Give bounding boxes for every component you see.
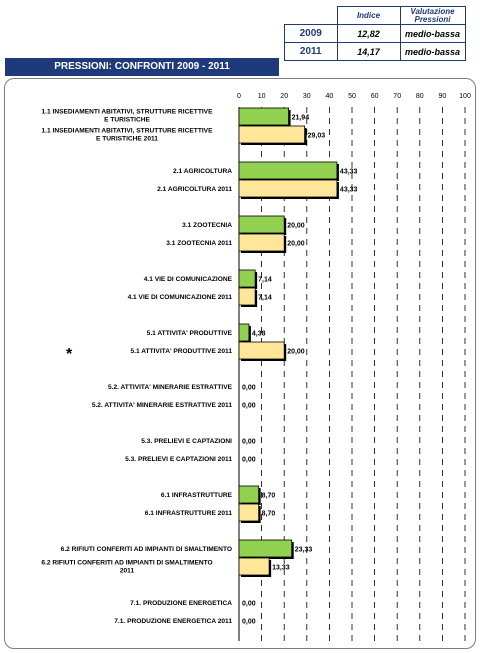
bar xyxy=(238,125,306,144)
category-label: 5.3. PRELIEVI E CAPTAZIONI 2011 xyxy=(125,456,232,463)
bar xyxy=(238,107,289,126)
data-label: 21,94 xyxy=(292,115,310,122)
bar xyxy=(238,341,285,360)
summary-row-2011: 2011 14,17 medio-bassa xyxy=(284,42,466,61)
data-label: 8,70 xyxy=(262,511,276,518)
bar xyxy=(238,269,256,288)
data-label: 20,00 xyxy=(287,241,305,248)
data-label: 0,00 xyxy=(242,457,256,464)
evaluation-cell: medio-bassa xyxy=(399,42,466,61)
x-tick-label: 20 xyxy=(280,93,288,100)
bar xyxy=(238,503,260,522)
category-label: 4.1 VIE DI COMUNICAZIONE 2011 xyxy=(128,294,233,301)
bar xyxy=(238,323,250,342)
category-label: 2.1 AGRICOLTURA xyxy=(173,168,232,175)
data-label: 0,00 xyxy=(242,403,256,410)
bar xyxy=(238,485,260,504)
data-label: 7,14 xyxy=(258,295,272,302)
category-label: 3.1 ZOOTECNIA xyxy=(182,222,232,229)
category-label: 5.1 ATTIVITA' PRODUTTIVE xyxy=(147,330,233,337)
summary-table: Indice Valutazione Pressioni 2009 12,82 … xyxy=(284,6,466,61)
category-label: 5.2. ATTIVITA' MINERARIE ESTRATTIVE xyxy=(108,384,233,391)
chart-title: PRESSIONI: CONFRONTI 2009 - 2011 xyxy=(5,58,279,76)
x-tick-label: 40 xyxy=(326,93,334,100)
x-tick-label: 0 xyxy=(237,93,241,100)
data-label: 29,03 xyxy=(308,133,326,140)
category-label: 6.2 RIFIUTI CONFERITI AD IMPIANTI DI SMA… xyxy=(61,546,232,553)
data-label: 0,00 xyxy=(242,619,256,626)
x-tick-label: 30 xyxy=(303,93,311,100)
category-label: 1.1 INSEDIAMENTI ABITATIVI, STRUTTURE RI… xyxy=(42,128,214,143)
chart-frame xyxy=(4,78,476,649)
category-label: 7.1. PRODUZIONE ENERGETICA 2011 xyxy=(114,618,232,625)
data-label: 13,33 xyxy=(272,565,290,572)
data-label: 0,00 xyxy=(242,385,256,392)
data-label: 4,38 xyxy=(252,331,266,338)
category-label: 4.1 VIE DI COMUNICAZIONE xyxy=(144,276,233,283)
data-label: 20,00 xyxy=(287,349,305,356)
category-label: 5.1 ATTIVITA' PRODUTTIVE 2011 xyxy=(131,348,233,355)
x-tick-label: 50 xyxy=(348,93,356,100)
x-tick-label: 100 xyxy=(459,93,471,100)
category-label: 5.3. PRELIEVI E CAPTAZIONI xyxy=(141,438,232,445)
x-tick-label: 60 xyxy=(371,93,379,100)
index-cell: 14,17 xyxy=(336,42,401,61)
data-label: 20,00 xyxy=(287,223,305,230)
data-label: 0,00 xyxy=(242,439,256,446)
bar xyxy=(238,233,285,252)
category-label: 7.1. PRODUZIONE ENERGETICA xyxy=(130,600,232,607)
asterisk-marker: * xyxy=(66,346,73,363)
category-label: 1.1 INSEDIAMENTI ABITATIVI, STRUTTURE RI… xyxy=(42,109,214,124)
bar xyxy=(238,161,338,180)
bar xyxy=(238,557,270,576)
data-label: 0,00 xyxy=(242,601,256,608)
x-tick-label: 10 xyxy=(258,93,266,100)
data-label: 43,33 xyxy=(340,169,358,176)
x-tick-label: 80 xyxy=(416,93,424,100)
data-label: 43,33 xyxy=(340,187,358,194)
bar xyxy=(238,179,338,198)
data-label: 7,14 xyxy=(258,277,272,284)
data-label: 8,70 xyxy=(262,493,276,500)
bar xyxy=(238,287,256,306)
bar xyxy=(238,215,285,234)
x-tick-label: 90 xyxy=(439,93,447,100)
category-label: 6.1 INFRASTRUTTURE 2011 xyxy=(145,510,233,517)
bar xyxy=(238,539,293,558)
category-label: 6.2 RIFIUTI CONFERITI AD IMPIANTI DI SMA… xyxy=(41,560,212,575)
category-label: 5.2. ATTIVITA' MINERARIE ESTRATTIVE 2011 xyxy=(92,402,233,409)
category-label: 2.1 AGRICOLTURA 2011 xyxy=(157,186,232,193)
x-tick-label: 70 xyxy=(393,93,401,100)
data-label: 23,33 xyxy=(295,547,313,554)
category-label: 3.1 ZOOTECNIA 2011 xyxy=(166,240,232,247)
category-label: 6.1 INFRASTRUTTURE xyxy=(161,492,233,499)
